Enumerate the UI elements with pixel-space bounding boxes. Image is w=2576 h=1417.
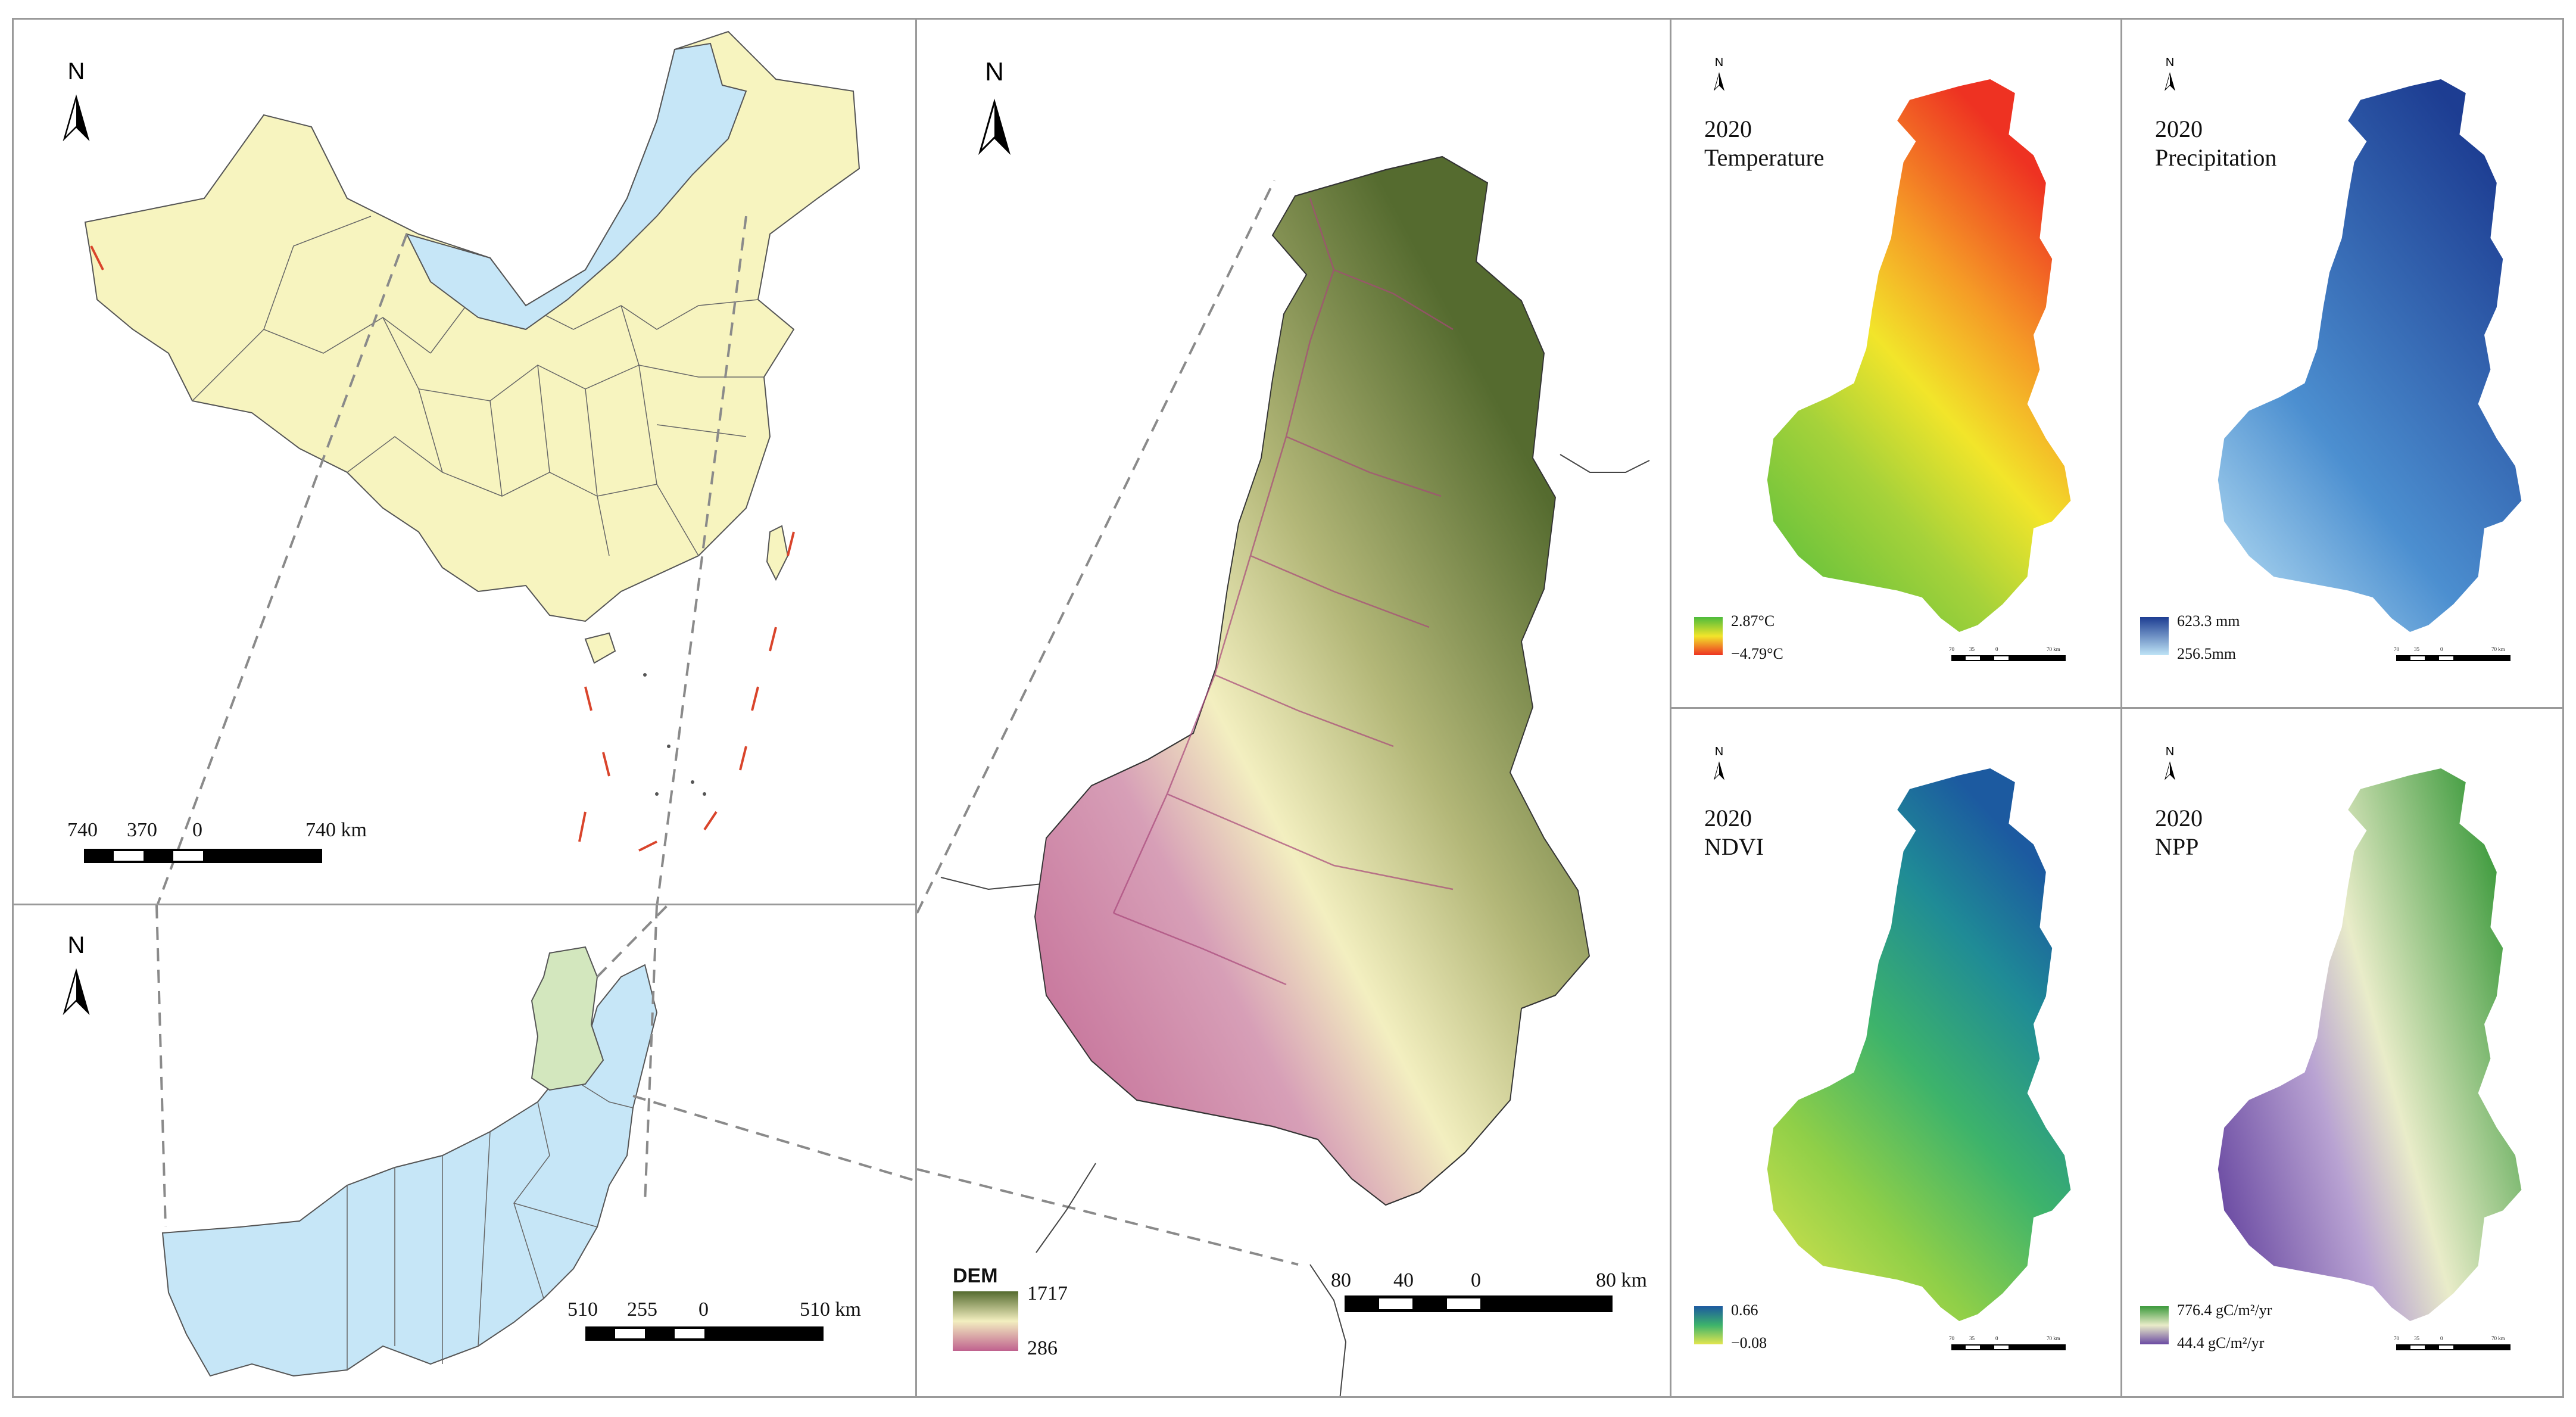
scale-label: 70 km — [2047, 646, 2060, 652]
scale-label: 510 km — [800, 1298, 861, 1321]
map-title: NDVI — [1704, 833, 1764, 860]
scale-label: 370 — [127, 819, 157, 841]
map-year: 2020 — [2155, 805, 2203, 831]
scale-label: 0 — [1995, 1335, 1998, 1341]
scale-label: 35 — [1969, 1335, 1975, 1341]
scale-bar — [2396, 1344, 2510, 1350]
scale-label: 510 — [567, 1298, 598, 1321]
scale-label: 40 — [1393, 1269, 1414, 1291]
north-arrow-icon: N — [1714, 56, 1724, 91]
scale-label: 80 km — [1596, 1269, 1647, 1291]
china-map-panel: N — [12, 18, 917, 905]
scale-label: 70 — [1949, 1335, 1954, 1341]
dem-legend-ramp — [953, 1291, 1018, 1351]
north-arrow-icon: N — [1714, 745, 1724, 780]
npp-map-panel: N 2020 NPP 776.4 gC/m²/yr 44.4 gC/m²/yr … — [2120, 707, 2564, 1398]
scale-label: 0 — [192, 819, 202, 841]
precipitation-map-panel: N 2020 Precipitation 623.3 mm 256.5mm 70… — [2120, 18, 2564, 709]
inner-mongolia-map-panel: N 510 255 0 510 km — [12, 904, 917, 1398]
temperature-map-panel: N 2020 Temperature 2.87°C −4.79°C 70 35 … — [1670, 18, 2122, 709]
scale-label: 70 km — [2491, 646, 2505, 652]
scale-label: 70 — [1949, 646, 1954, 652]
precipitation-legend-ramp — [2140, 617, 2169, 655]
legend-max: 776.4 gC/m²/yr — [2177, 1301, 2272, 1319]
scale-label: 740 km — [305, 819, 367, 841]
scale-bar — [1951, 1344, 2066, 1350]
ndvi-legend-ramp — [1694, 1306, 1723, 1344]
dem-map-panel: N DEM 1717 — [915, 18, 1671, 1398]
svg-text:N: N — [2166, 745, 2174, 758]
scale-label: 35 — [1969, 646, 1975, 652]
legend-max: 623.3 mm — [2177, 612, 2240, 630]
map-title: Precipitation — [2155, 144, 2277, 171]
map-year: 2020 — [1704, 805, 1752, 831]
svg-text:N: N — [68, 932, 85, 958]
china-map — [84, 30, 860, 904]
legend-min: 256.5mm — [2177, 645, 2236, 662]
scale-label: 35 — [2414, 646, 2419, 652]
legend-title: DEM — [953, 1265, 998, 1287]
map-year: 2020 — [1704, 116, 1752, 142]
scale-label: 740 — [67, 819, 98, 841]
scale-label: 0 — [2440, 646, 2443, 652]
legend-max: 0.66 — [1731, 1301, 1758, 1319]
scale-label: 0 — [1471, 1269, 1481, 1291]
north-arrow-icon: N — [2165, 56, 2175, 91]
temperature-map — [1767, 79, 2071, 632]
temperature-legend-ramp — [1694, 617, 1723, 655]
scale-label: 70 — [2394, 646, 2399, 652]
npp-legend-ramp — [2140, 1306, 2169, 1344]
svg-text:N: N — [68, 58, 85, 85]
npp-map — [2218, 768, 2522, 1321]
ndvi-map — [1767, 768, 2071, 1321]
north-arrow-icon: N — [63, 932, 89, 1014]
scale-bar — [1951, 655, 2066, 661]
legend-max: 1717 — [1027, 1282, 1068, 1304]
scale-label: 0 — [2440, 1335, 2443, 1341]
legend-max: 2.87°C — [1731, 612, 1775, 630]
precipitation-map — [2218, 79, 2522, 632]
scale-label: 70 — [2394, 1335, 2399, 1341]
map-year: 2020 — [2155, 116, 2203, 142]
scale-label: 70 km — [2491, 1335, 2505, 1341]
scale-label: 70 km — [2047, 1335, 2060, 1341]
scale-label: 35 — [2414, 1335, 2419, 1341]
map-title: NPP — [2155, 833, 2199, 860]
north-arrow-icon: N — [63, 58, 89, 140]
scale-label: 255 — [627, 1298, 657, 1321]
svg-text:N: N — [2166, 56, 2174, 69]
scale-bar — [1345, 1295, 1613, 1312]
dem-map — [917, 155, 1650, 1396]
north-arrow-icon: N — [979, 57, 1010, 153]
scale-label: 80 — [1331, 1269, 1351, 1291]
scale-label: 0 — [698, 1298, 709, 1321]
ndvi-map-panel: N 2020 NDVI 0.66 −0.08 70 35 0 70 km — [1670, 707, 2122, 1398]
svg-text:N: N — [1715, 745, 1723, 758]
svg-text:N: N — [985, 57, 1004, 86]
north-arrow-icon: N — [2165, 745, 2175, 780]
scale-bar — [2396, 655, 2510, 661]
legend-min: 286 — [1027, 1337, 1058, 1359]
map-title: Temperature — [1704, 144, 1825, 171]
legend-min: 44.4 gC/m²/yr — [2177, 1334, 2265, 1351]
inner-mongolia-map — [155, 905, 915, 1377]
scale-bar — [84, 849, 322, 863]
legend-min: −0.08 — [1731, 1334, 1767, 1351]
legend-min: −4.79°C — [1731, 645, 1783, 662]
scale-label: 0 — [1995, 646, 1998, 652]
scale-bar — [585, 1326, 824, 1341]
svg-text:N: N — [1715, 56, 1723, 69]
